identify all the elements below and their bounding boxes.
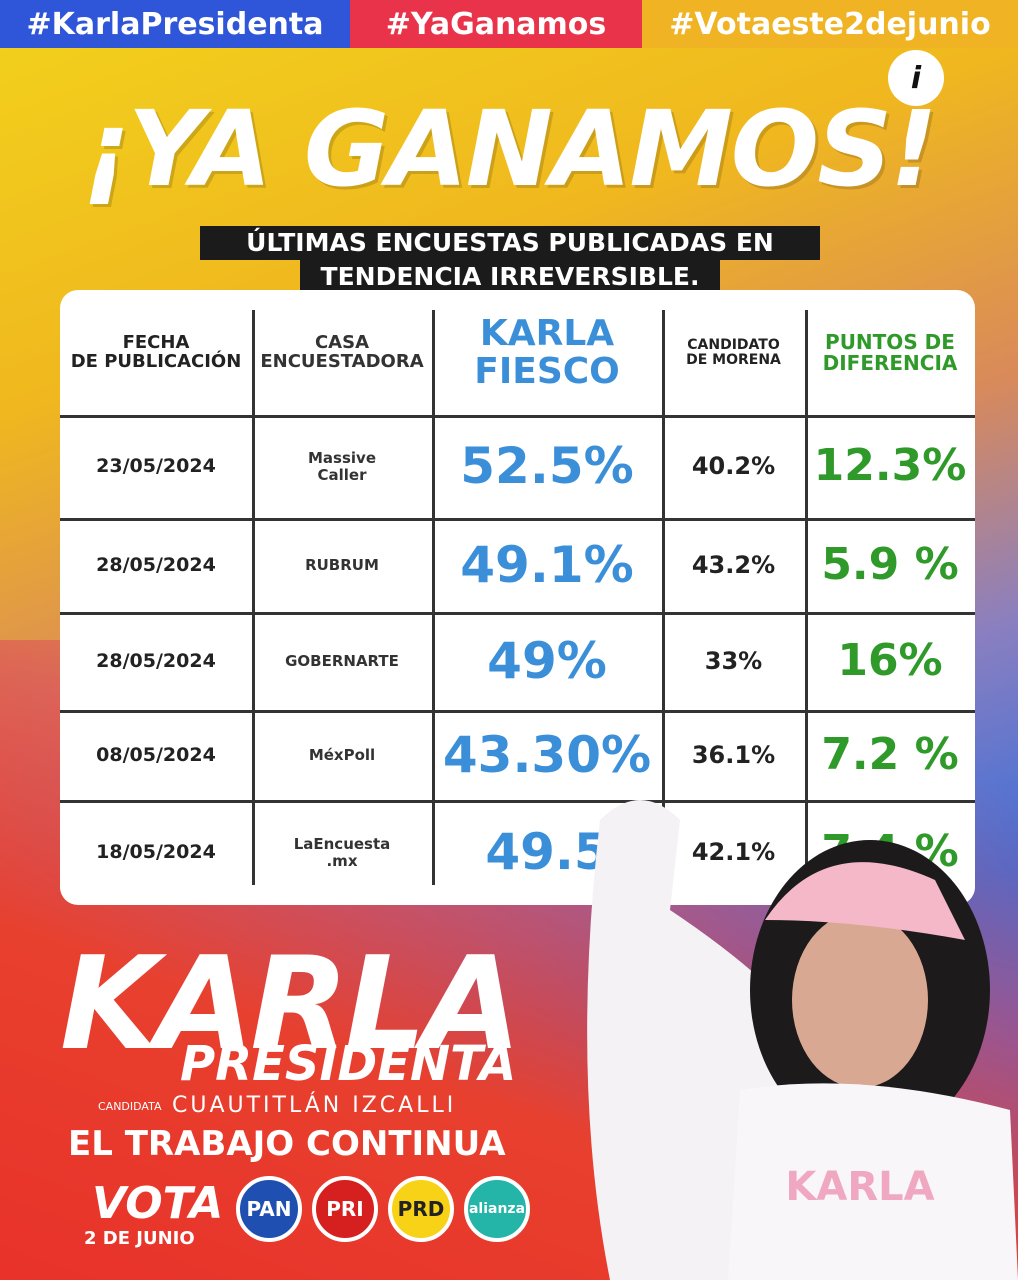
subtitle: ÚLTIMAS ENCUESTAS PUBLICADAS EN MAYO. — [200, 226, 820, 291]
column-header: CASA ENCUESTADORA — [260, 331, 424, 372]
party-logo: alianza — [464, 1176, 530, 1242]
table-cell: 18/05/2024 — [96, 841, 216, 864]
table-cell: 5.9 % — [821, 538, 959, 590]
candidate-name: KARLA — [60, 930, 521, 1079]
table-cell: 28/05/2024 — [96, 649, 216, 672]
candidate-photo: KARLA — [587, 800, 1018, 1280]
table-cell: 23/05/2024 — [96, 455, 216, 478]
shirt-logo: KARLA — [785, 1164, 934, 1210]
poll-table: FECHA DE PUBLICACIÓN CASA ENCUESTADORA KAR… — [60, 290, 975, 905]
column-header: KARLA FIESCO — [474, 312, 620, 392]
row-divider — [60, 518, 975, 521]
row-divider — [60, 415, 975, 418]
column-divider — [805, 310, 808, 885]
table-cell: 42.1% — [691, 838, 776, 867]
party-logo: PRI — [312, 1176, 378, 1242]
candidate-place: CUAUTITLÁN IZCALLI — [172, 1093, 457, 1118]
table-cell: 49.5 — [485, 823, 609, 881]
table-cell: 49.1% — [460, 535, 634, 594]
hashtag: #YaGanamos — [350, 0, 642, 48]
table-cell: 08/05/2024 — [96, 743, 216, 766]
candidate-tagline: PRESIDENTA — [180, 1036, 517, 1092]
row-divider — [60, 710, 975, 713]
pollster-logo: LaEncuesta .mx — [293, 835, 391, 870]
party-logo: PRD — [388, 1176, 454, 1242]
column-divider — [432, 310, 435, 885]
title: ¡YA GANAMOS! — [82, 88, 937, 210]
pollster-logo: Massive Caller — [308, 449, 376, 484]
column-divider — [252, 310, 255, 885]
candidate-role: CANDIDATA — [98, 1100, 162, 1113]
hashtag: #KarlaPresidenta — [0, 0, 350, 48]
table-cell: 33% — [704, 646, 763, 675]
info-button[interactable]: i — [888, 50, 944, 106]
column-header: PUNTOS DE DIFERENCIA — [822, 329, 958, 375]
table-cell: 49% — [487, 631, 607, 690]
column-divider — [662, 310, 665, 885]
row-divider — [60, 800, 975, 803]
table-cell: 16% — [837, 634, 943, 686]
pollster-logo: GOBERNARTE — [285, 651, 399, 670]
subtitle: TENDENCIA IRREVERSIBLE. — [300, 260, 720, 294]
row-divider — [60, 612, 975, 615]
party-logo: PAN — [236, 1176, 302, 1242]
table-cell: 12.3% — [813, 440, 967, 492]
table-cell: 28/05/2024 — [96, 553, 216, 576]
table-cell: 43.30% — [442, 725, 652, 784]
table-cell: 36.1% — [691, 740, 776, 769]
pollster-logo: MéxPoll — [308, 745, 376, 764]
table-cell: 52.5% — [460, 437, 634, 495]
vote-date: 2 DE JUNIO — [84, 1228, 195, 1249]
pollster-logo: RUBRUM — [305, 555, 379, 574]
hashtag: #Votaeste2dejunio — [642, 0, 1018, 48]
vote-label: VOTA — [92, 1178, 224, 1229]
column-header: FECHA DE PUBLICACIÓN — [70, 331, 242, 372]
slogan: EL TRABAJO CONTINUA — [68, 1124, 506, 1164]
column-header: CANDIDATO DE MORENA — [686, 336, 781, 368]
table-cell: 7.2 % — [821, 728, 959, 780]
table-cell: 40.2% — [691, 452, 776, 481]
table-cell: 43.2% — [691, 550, 776, 579]
